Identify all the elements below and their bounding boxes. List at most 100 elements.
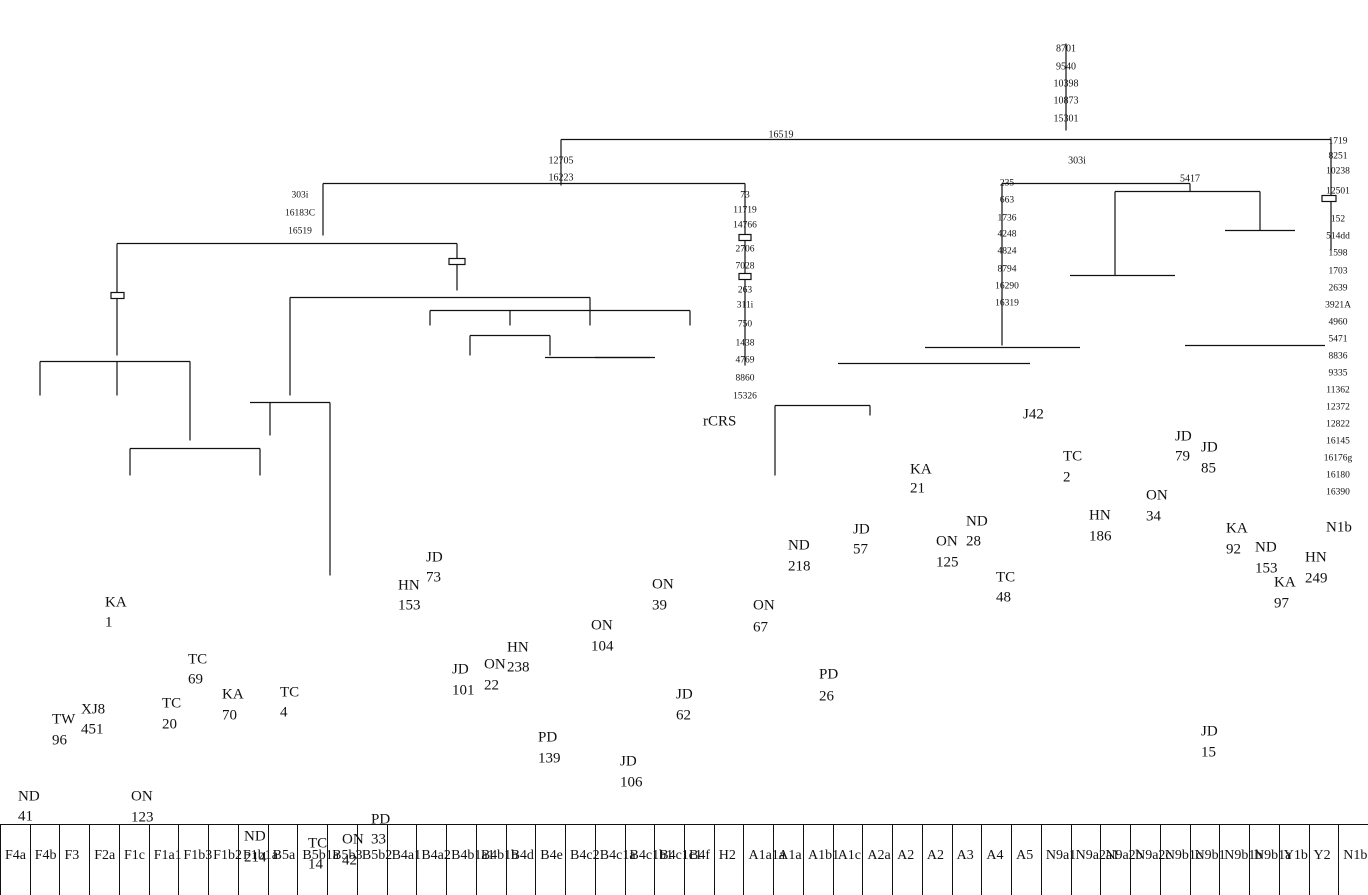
terminal-count: 67: [753, 620, 769, 636]
terminal-label: KA: [1274, 575, 1296, 591]
terminal-label: KA: [910, 462, 932, 478]
svg-text:16519: 16519: [288, 227, 312, 237]
svg-text:1598: 1598: [1329, 249, 1348, 259]
haplogroup-label: F3: [64, 848, 80, 863]
terminal-count: 33: [371, 832, 386, 848]
svg-text:15326: 15326: [733, 392, 757, 402]
haplogroup-label: A2a: [867, 848, 891, 863]
haplogroup-cell: A1b1: [802, 824, 839, 895]
terminal-count: 21: [910, 481, 925, 497]
haplogroup-cell: N9b1c: [1159, 824, 1202, 895]
haplogroup-label: B4b1a1: [451, 848, 495, 863]
haplogroup-cell: A1a1a: [743, 824, 785, 895]
haplogroup-cell: F1b3: [178, 824, 212, 895]
svg-text:9335: 9335: [1329, 369, 1348, 379]
haplogroup-label: N9a2b: [1105, 848, 1143, 863]
terminal-label: HN: [507, 640, 529, 656]
terminal-label: HN: [1305, 550, 1327, 566]
haplogroup-label: Y2: [1313, 848, 1331, 863]
svg-text:1703: 1703: [1329, 267, 1348, 277]
haplogroup-cell: A3: [951, 824, 982, 895]
terminal-count: 153: [398, 598, 421, 614]
svg-text:8860: 8860: [736, 374, 755, 384]
tree-mutation: 303i: [1068, 156, 1086, 167]
haplogroup-cell: F1b1a: [237, 824, 278, 895]
terminal-count: 85: [1201, 461, 1216, 477]
haplogroup-label: N9a2c: [1135, 848, 1172, 863]
haplogroup-label: F1c: [123, 848, 145, 863]
svg-text:1736: 1736: [998, 214, 1017, 224]
svg-text:11719: 11719: [733, 206, 757, 216]
haplogroup-label: N9b1c: [1164, 848, 1203, 863]
terminal-count: 26: [819, 689, 835, 705]
haplogroup-label: H2: [718, 848, 736, 863]
terminal-count: 22: [484, 678, 499, 694]
terminal-label: TC: [308, 836, 327, 852]
terminal-count: 4: [280, 705, 288, 721]
haplogroup-cell: N9b1a: [1249, 824, 1291, 895]
svg-text:10238: 10238: [1326, 167, 1350, 177]
terminal-count: 451: [81, 722, 104, 738]
haplogroup-cell: Y1b: [1278, 824, 1309, 895]
terminal-count: 42: [342, 853, 357, 869]
terminal-label: ON: [1146, 488, 1168, 504]
svg-text:663: 663: [1000, 196, 1015, 206]
svg-text:8836: 8836: [1329, 352, 1348, 362]
haplogroup-cell: F3: [59, 824, 89, 895]
haplogroup-cell: F1b2: [208, 824, 242, 895]
haplogroup-label: B4e: [540, 848, 563, 863]
haplogroup-cell: B4c2: [565, 824, 600, 895]
terminal-count: 73: [426, 570, 441, 586]
haplogroup-label: F1b3: [183, 848, 213, 863]
haplogroup-cell: A4: [981, 824, 1011, 895]
haplogroup-cell: B4a2: [416, 824, 451, 895]
haplogroup-label: F1b2: [213, 848, 242, 863]
haplogroup-label: N9b1: [1194, 848, 1226, 863]
tree-lines: [39, 43, 1332, 576]
svg-text:750: 750: [738, 320, 753, 330]
terminal-count: 101: [452, 683, 475, 699]
terminal-count: 57: [853, 542, 869, 558]
terminal-label: rCRS: [703, 414, 736, 430]
svg-text:263: 263: [738, 286, 753, 296]
root-mutations: 8701 9540 10398 10873 15301 16519 303i 1…: [549, 44, 1201, 185]
marker-boxes: [110, 194, 1337, 300]
haplogroup-cell: F4a: [0, 824, 30, 895]
terminal-label: PD: [371, 812, 390, 828]
haplogroup-cell: Y2: [1308, 824, 1339, 895]
svg-text:3921A: 3921A: [1325, 301, 1351, 311]
terminal-label: PD: [538, 730, 557, 746]
terminal-label: ON: [652, 577, 674, 593]
haplogroup-cell: B4e: [535, 824, 565, 895]
svg-text:12501: 12501: [1326, 187, 1350, 197]
terminal-label: ON: [342, 832, 364, 848]
svg-text:2706: 2706: [736, 245, 755, 255]
tree-mutation: 16223: [549, 173, 574, 184]
haplogroup-label: B4c1c1: [659, 848, 703, 863]
svg-text:16183C: 16183C: [285, 209, 315, 219]
haplogroup-cell: B4a1: [386, 824, 421, 895]
haplogroup-label: A1a: [778, 848, 802, 863]
terminal-label: ND: [1255, 540, 1277, 556]
svg-text:5471: 5471: [1329, 335, 1348, 345]
haplogroup-cell: F4b: [29, 824, 60, 895]
tree-mutation: 12705: [549, 156, 574, 167]
terminal-label: TC: [996, 570, 1015, 586]
haplogroup-cell: B4b1b: [475, 824, 518, 895]
tree-mutation: 10398: [1054, 79, 1079, 90]
svg-text:2639: 2639: [1329, 284, 1348, 294]
haplogroup-label: N9b1a: [1254, 848, 1292, 863]
svg-text:7028: 7028: [736, 262, 755, 272]
terminal-label: JD: [853, 522, 870, 538]
haplogroup-label: B4b1b: [480, 848, 519, 863]
terminal-label: JD: [1175, 429, 1192, 445]
terminal-label: ND: [966, 514, 988, 530]
svg-text:16145: 16145: [1326, 437, 1350, 447]
svg-text:11362: 11362: [1326, 386, 1350, 396]
svg-text:4960: 4960: [1329, 318, 1348, 328]
haplogroup-label: N9b1b: [1224, 848, 1263, 863]
svg-text:4248: 4248: [998, 230, 1017, 240]
terminal-count: 123: [131, 810, 154, 826]
terminal-count: 186: [1089, 529, 1112, 545]
haplogroup-label: A2: [897, 848, 915, 863]
